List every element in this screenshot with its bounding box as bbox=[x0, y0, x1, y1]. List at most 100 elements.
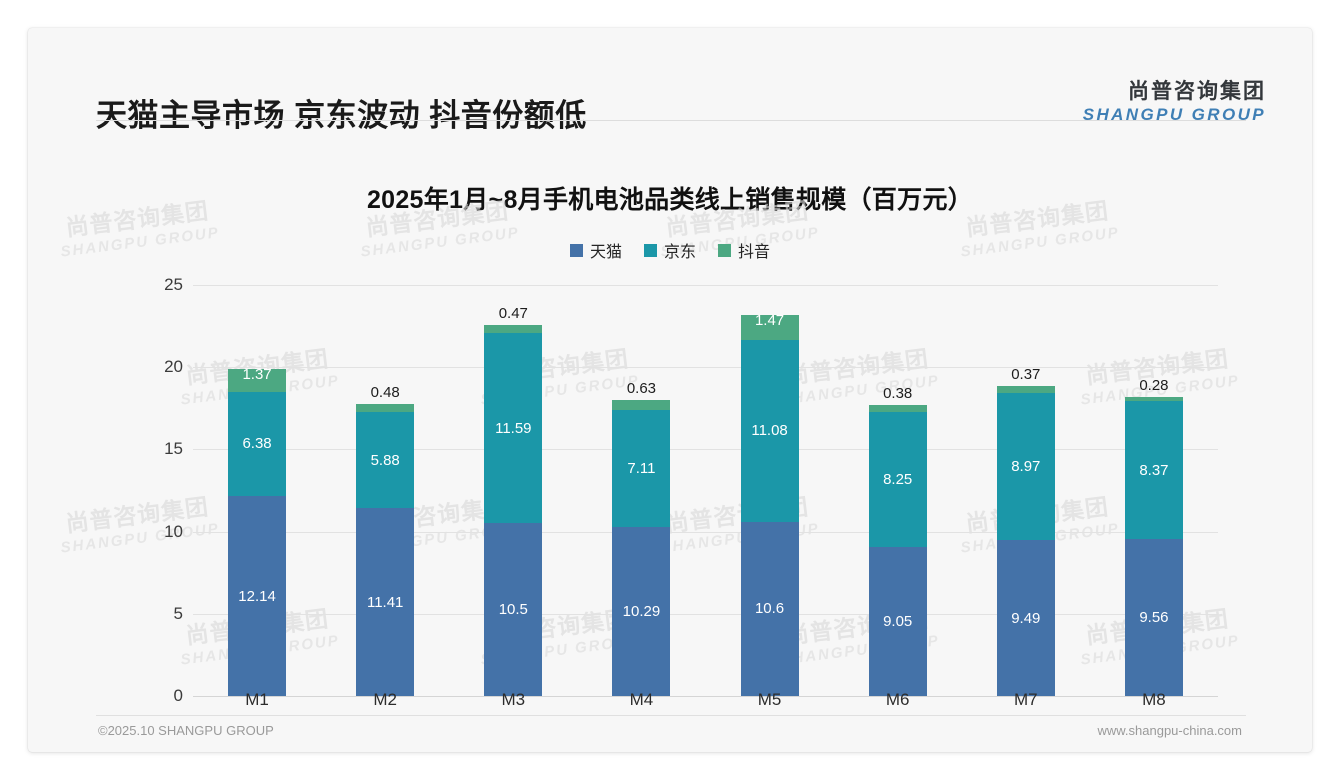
footer-divider bbox=[96, 715, 1246, 716]
bar-segment-抖音[interactable]: 1.47 bbox=[740, 312, 799, 340]
y-axis: 0 5 10 15 20 25 bbox=[103, 178, 183, 708]
bar-group[interactable]: 1.47 11.08 10.6 M5 bbox=[706, 178, 834, 709]
footer-copyright: ©2025.10 SHANGPU GROUP bbox=[98, 723, 274, 738]
bar-segment-京东[interactable]: 5.88 bbox=[356, 411, 415, 509]
bar-value-label: 0.48 bbox=[370, 383, 400, 401]
bar-segment-抖音[interactable]: 0.28 bbox=[1124, 378, 1183, 402]
bar-value-label: 11.41 bbox=[366, 593, 404, 611]
stacked-bar[interactable]: 0.48 5.88 11.41 bbox=[356, 385, 415, 696]
bar-value-label: 8.25 bbox=[883, 470, 913, 488]
gridline bbox=[193, 285, 1218, 286]
bar-segment-京东[interactable]: 11.59 bbox=[484, 332, 543, 524]
bar-segment-抖音[interactable]: 0.37 bbox=[996, 367, 1055, 393]
bar-value-label: 11.08 bbox=[751, 422, 788, 440]
bar-value-label: 10.5 bbox=[498, 601, 528, 619]
bar-segment-抖音[interactable]: 0.48 bbox=[356, 385, 415, 412]
bar-segment-抖音[interactable]: 0.63 bbox=[612, 381, 671, 410]
header-divider bbox=[96, 120, 1246, 121]
stacked-bar[interactable]: 1.37 6.38 12.14 bbox=[228, 367, 287, 696]
page-title: 天猫主导市场 京东波动 抖音份额低 bbox=[96, 98, 587, 133]
bar-segment-天猫[interactable]: 10.6 bbox=[740, 521, 799, 696]
legend-swatch-icon bbox=[718, 243, 731, 257]
x-axis-tick-label: M2 bbox=[373, 690, 397, 709]
x-axis-tick-label: M6 bbox=[885, 690, 910, 709]
bar-value-label: 6.38 bbox=[242, 435, 272, 453]
x-axis-tick-label: M7 bbox=[1014, 690, 1038, 709]
bar-group[interactable]: 0.48 5.88 11.41 M2 bbox=[321, 178, 449, 709]
brand-logo: 尚普咨询集团 SHANGPU GROUP bbox=[1083, 80, 1266, 125]
legend-item-京东[interactable]: 京东 bbox=[643, 238, 696, 262]
legend-label: 京东 bbox=[663, 244, 696, 261]
logo-chinese-text: 尚普咨询集团 bbox=[1128, 80, 1266, 103]
legend-swatch-icon bbox=[643, 243, 657, 257]
y-axis-tick-label: 10 bbox=[164, 521, 183, 541]
bar-segment-天猫[interactable]: 10.29 bbox=[612, 526, 671, 696]
bar-segment-京东[interactable]: 6.38 bbox=[228, 391, 287, 497]
bar-segment-天猫[interactable]: 9.56 bbox=[1124, 538, 1183, 696]
bar-value-label: 0.38 bbox=[883, 385, 913, 403]
bar-value-label: 1.47 bbox=[754, 312, 785, 330]
legend-swatch-icon bbox=[569, 243, 583, 257]
bar-value-label: 9.49 bbox=[1011, 609, 1041, 627]
legend-label: 天猫 bbox=[589, 244, 622, 261]
stacked-bar[interactable]: 1.47 11.08 10.6 bbox=[740, 312, 799, 696]
y-axis-tick-label: 0 bbox=[173, 686, 183, 705]
slide-canvas: 天猫主导市场 京东波动 抖音份额低 尚普咨询集团 SHANGPU GROUP 2… bbox=[28, 28, 1312, 752]
stacked-bar[interactable]: 0.37 8.97 9.49 bbox=[996, 367, 1055, 696]
bar-group[interactable]: 0.28 8.37 9.56 M8 bbox=[1090, 178, 1218, 709]
bar-segment-天猫[interactable]: 9.05 bbox=[868, 547, 927, 696]
bar-segment-京东[interactable]: 8.97 bbox=[996, 392, 1055, 540]
bar-segment-京东[interactable]: 7.11 bbox=[612, 409, 671, 527]
x-axis-tick-label: M3 bbox=[501, 690, 526, 709]
bar-value-label: 7.11 bbox=[627, 459, 656, 477]
x-axis-tick-label: M5 bbox=[757, 690, 782, 709]
chart-plot-area: 天猫 京东 抖音 0 5 10 15 20 25 1.37 6.38 12.14 M1 0.48 5.8… bbox=[28, 178, 1312, 709]
bar-value-label: 10.29 bbox=[622, 602, 661, 620]
bar-value-label: 8.37 bbox=[1139, 461, 1169, 479]
bar-value-label: 10.6 bbox=[754, 600, 785, 618]
chart-title: 2025年1月~8月手机电池品类线上销售规模（百万元） bbox=[366, 186, 974, 214]
bar-value-label: 0.28 bbox=[1139, 376, 1169, 394]
stacked-bar[interactable]: 0.38 8.25 9.05 bbox=[868, 386, 927, 696]
bar-segment-京东[interactable]: 8.37 bbox=[1124, 401, 1183, 539]
bar-segment-天猫[interactable]: 12.14 bbox=[228, 496, 287, 696]
logo-english-text: SHANGPU GROUP bbox=[1082, 104, 1266, 124]
bar-segment-抖音[interactable]: 0.38 bbox=[868, 386, 927, 412]
bar-segment-京东[interactable]: 8.25 bbox=[868, 411, 927, 548]
footer-website: www.shangpu-china.com bbox=[1097, 723, 1242, 738]
bar-value-label: 0.37 bbox=[1011, 366, 1041, 384]
x-axis-tick-label: M1 bbox=[245, 690, 269, 709]
gridline bbox=[193, 367, 1218, 369]
y-axis-tick-label: 20 bbox=[164, 357, 183, 377]
x-axis-tick-label: M8 bbox=[1142, 690, 1166, 709]
chart-bars: 1.37 6.38 12.14 M1 0.48 5.88 11.41 M2 0.47 11.59 1… bbox=[193, 178, 1218, 709]
bar-segment-天猫[interactable]: 10.5 bbox=[484, 523, 543, 696]
bar-value-label: 8.97 bbox=[1011, 457, 1041, 475]
gridline bbox=[193, 449, 1218, 451]
y-axis-tick-label: 5 bbox=[173, 603, 183, 623]
bar-segment-抖音[interactable]: 1.37 bbox=[228, 367, 287, 392]
bar-group[interactable]: 0.37 8.97 9.49 M7 bbox=[962, 178, 1090, 709]
x-axis-tick-label: M4 bbox=[629, 690, 654, 709]
bar-value-label: 9.05 bbox=[883, 613, 913, 631]
bar-group[interactable]: 0.47 11.59 10.5 M3 bbox=[449, 178, 577, 709]
bar-value-label: 12.14 bbox=[238, 587, 276, 605]
bar-group[interactable]: 0.38 8.25 9.05 M6 bbox=[834, 178, 962, 709]
bar-segment-天猫[interactable]: 11.41 bbox=[356, 508, 415, 696]
bar-segment-京东[interactable]: 11.08 bbox=[740, 339, 799, 522]
stacked-bar[interactable]: 0.28 8.37 9.56 bbox=[1124, 378, 1183, 696]
bar-segment-抖音[interactable]: 0.47 bbox=[484, 306, 543, 333]
legend-item-天猫[interactable]: 天猫 bbox=[569, 238, 622, 262]
y-axis-tick-label: 15 bbox=[164, 439, 183, 459]
bar-group[interactable]: 0.63 7.11 10.29 M4 bbox=[577, 178, 705, 709]
y-axis-tick-label: 25 bbox=[164, 275, 183, 294]
bar-segment-天猫[interactable]: 9.49 bbox=[996, 540, 1055, 696]
stacked-bar[interactable]: 0.63 7.11 10.29 bbox=[612, 381, 671, 696]
bar-group[interactable]: 1.37 6.38 12.14 M1 bbox=[193, 178, 321, 709]
stacked-bar[interactable]: 0.47 11.59 10.5 bbox=[484, 306, 543, 696]
legend-label: 抖音 bbox=[738, 244, 771, 261]
bar-value-label: 11.59 bbox=[495, 419, 532, 437]
gridline bbox=[193, 613, 1218, 615]
legend-item-抖音[interactable]: 抖音 bbox=[718, 238, 770, 262]
chart-legend: 天猫 京东 抖音 bbox=[28, 238, 1312, 262]
